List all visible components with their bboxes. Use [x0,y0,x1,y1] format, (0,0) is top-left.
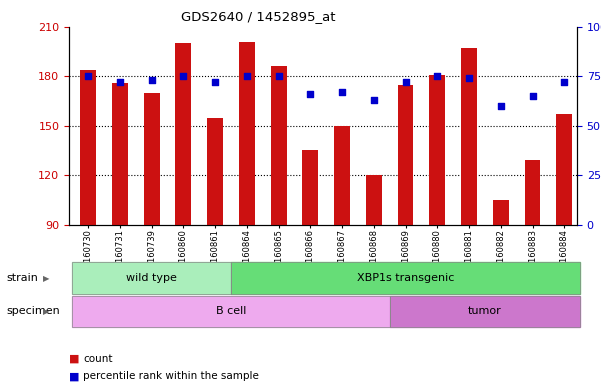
Text: ■: ■ [69,354,79,364]
Bar [270,66,287,225]
Point [274,73,284,79]
Point [528,93,537,99]
Point [369,97,379,103]
Point [305,91,315,97]
Bar [493,200,508,225]
Text: ▶: ▶ [43,273,50,283]
Bar [112,83,128,225]
Bar [557,114,572,225]
Text: GDS2640 / 1452895_at: GDS2640 / 1452895_at [181,10,336,23]
Point [337,89,347,95]
Text: ■: ■ [69,371,79,381]
Bar [80,70,96,225]
Bar [366,175,382,225]
Point [401,79,410,85]
Text: XBP1s transgenic: XBP1s transgenic [357,273,454,283]
Point [84,73,93,79]
Text: specimen: specimen [6,306,59,316]
Text: wild type: wild type [126,273,177,283]
Text: strain: strain [6,273,38,283]
Point [210,79,220,85]
Point [242,73,252,79]
Bar [175,43,191,225]
Point [115,79,125,85]
Bar [398,84,413,225]
Bar [239,42,255,225]
Bar [461,48,477,225]
Point [433,73,442,79]
Text: tumor: tumor [468,306,502,316]
Text: ▶: ▶ [43,307,50,316]
Bar [207,118,223,225]
Point [178,73,188,79]
Point [464,75,474,81]
Bar [144,93,160,225]
Bar [429,74,445,225]
Point [560,79,569,85]
Text: percentile rank within the sample: percentile rank within the sample [83,371,259,381]
Bar [525,161,540,225]
Point [496,103,505,109]
Bar [334,126,350,225]
Point [147,77,156,83]
Text: count: count [83,354,112,364]
Bar [302,151,319,225]
Text: B cell: B cell [216,306,246,316]
